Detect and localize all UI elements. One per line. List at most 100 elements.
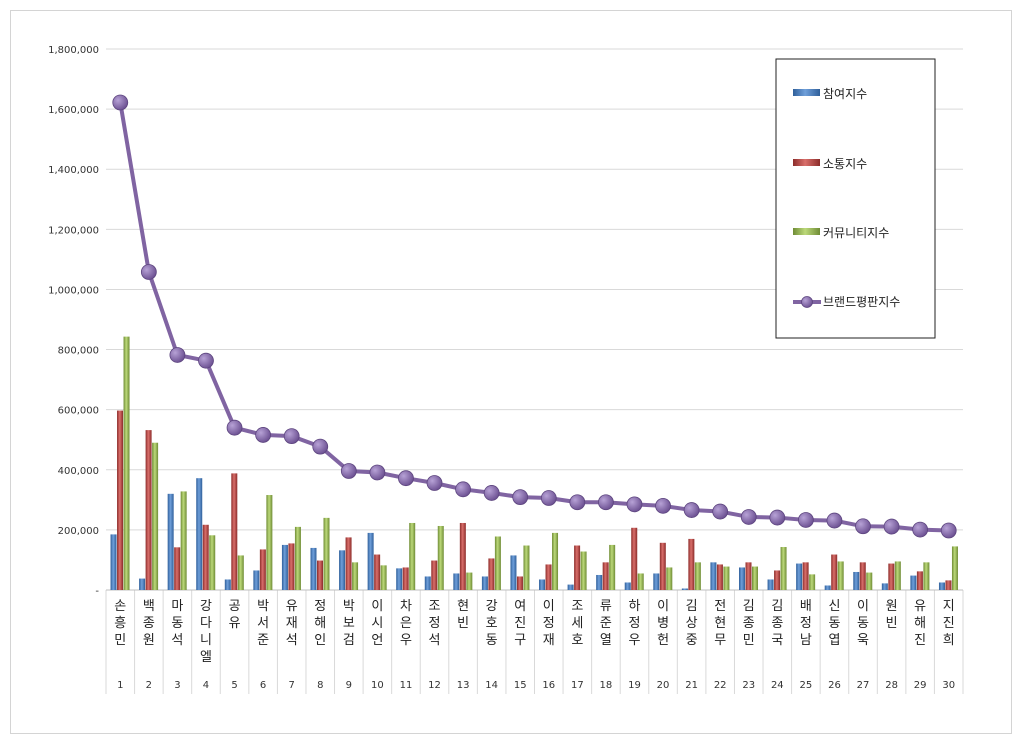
line-point-5 — [226, 419, 243, 436]
legend-swatch-2 — [793, 159, 820, 166]
line-point-12 — [426, 475, 443, 491]
rank-label: 9 — [346, 680, 352, 691]
bar-3-23 — [752, 566, 758, 590]
line-point-6 — [255, 427, 272, 443]
rank-label: 17 — [571, 680, 584, 691]
rank-label: 15 — [514, 680, 527, 691]
bar-3-29 — [923, 562, 930, 590]
bar-1-26 — [824, 585, 831, 590]
line-point-22 — [712, 503, 729, 520]
rank-label: 5 — [231, 680, 237, 691]
y-tick-label: - — [95, 586, 99, 597]
legend-swatch-3 — [793, 228, 820, 235]
line-point-13 — [455, 481, 471, 498]
legend-label-3: 커뮤니티지수 — [823, 226, 889, 240]
rank-label: 23 — [742, 680, 755, 691]
rank-label: 14 — [485, 680, 498, 691]
bar-1-27 — [853, 571, 860, 590]
bar-1-22 — [710, 562, 717, 590]
bar-2-29 — [916, 571, 923, 590]
bar-3-25 — [809, 574, 816, 590]
bar-2-30 — [945, 580, 952, 590]
bar-2-7 — [288, 543, 295, 590]
bar-3-15 — [523, 545, 530, 590]
bar-3-11 — [409, 522, 416, 590]
bar-2-21 — [688, 538, 695, 590]
bar-3-3 — [180, 491, 187, 590]
gridlines — [105, 48, 964, 694]
bar-1-9 — [339, 550, 346, 590]
y-tick-label: 1,200,000 — [48, 225, 99, 236]
bar-1-16 — [539, 579, 546, 590]
bar-2-23 — [745, 562, 752, 590]
bar-1-10 — [367, 532, 374, 590]
line-point-27 — [855, 518, 871, 535]
rank-label: 29 — [914, 680, 927, 691]
line-point-8 — [312, 438, 329, 455]
bar-1-18 — [596, 574, 603, 590]
line-point-11 — [398, 470, 414, 487]
bar-2-12 — [431, 560, 438, 590]
rank-label: 24 — [771, 680, 784, 691]
line-point-26 — [826, 512, 843, 529]
line-point-2 — [140, 264, 157, 280]
line-point-16 — [540, 490, 557, 506]
line-point-10 — [369, 464, 386, 481]
bar-1-6 — [253, 570, 260, 590]
rank-label: 2 — [146, 680, 152, 691]
rank-label: 28 — [885, 680, 898, 691]
bar-2-27 — [859, 562, 866, 590]
brand-reputation-chart: - 200,000 400,000 600,000 800,000 1,000,000 1,… — [48, 45, 964, 694]
x-axis-categories: 손 흥 민 1 백 종 원 2 마 동 석 3 강 다 니 엘 4 공 유 5 박 서 준 6 유 재 석 7 정 해 인 8 박 보 검 9 이 시 언 1… — [114, 599, 955, 691]
rank-label: 19 — [628, 680, 641, 691]
bar-3-5 — [237, 555, 244, 590]
bar-2-24 — [774, 570, 781, 590]
line-point-28 — [883, 518, 900, 535]
bar-2-3 — [174, 547, 181, 590]
bar-3-2 — [152, 442, 159, 590]
bar-1-5 — [224, 579, 231, 590]
bar-1-19 — [624, 582, 631, 590]
rank-label: 6 — [260, 680, 266, 691]
line-point-17 — [569, 494, 586, 511]
line-point-25 — [797, 512, 814, 528]
bar-2-9 — [345, 537, 352, 590]
bar-2-18 — [602, 562, 609, 590]
bar-1-12 — [424, 576, 431, 590]
bar-3-22 — [723, 566, 730, 590]
bar-1-20 — [653, 573, 660, 590]
line-point-3 — [169, 347, 186, 363]
bar-2-4 — [202, 524, 209, 590]
bar-1-28 — [881, 583, 888, 590]
bar-2-15 — [516, 576, 523, 590]
line-point-23 — [740, 509, 757, 525]
line-point-19 — [626, 496, 643, 513]
legend-swatch-1 — [793, 89, 820, 96]
legend-label-2: 소통지수 — [823, 157, 867, 171]
y-tick-label: 1,800,000 — [48, 45, 99, 56]
bar-3-8 — [323, 517, 330, 590]
legend-label-4: 브랜드평판지수 — [823, 295, 900, 309]
bar-3-9 — [352, 562, 359, 590]
bar-3-16 — [552, 532, 559, 590]
bar-3-17 — [580, 551, 587, 590]
line-point-21 — [683, 502, 700, 518]
bar-2-14 — [488, 558, 495, 590]
bar-1-3 — [167, 493, 174, 590]
bar-2-22 — [716, 564, 723, 590]
